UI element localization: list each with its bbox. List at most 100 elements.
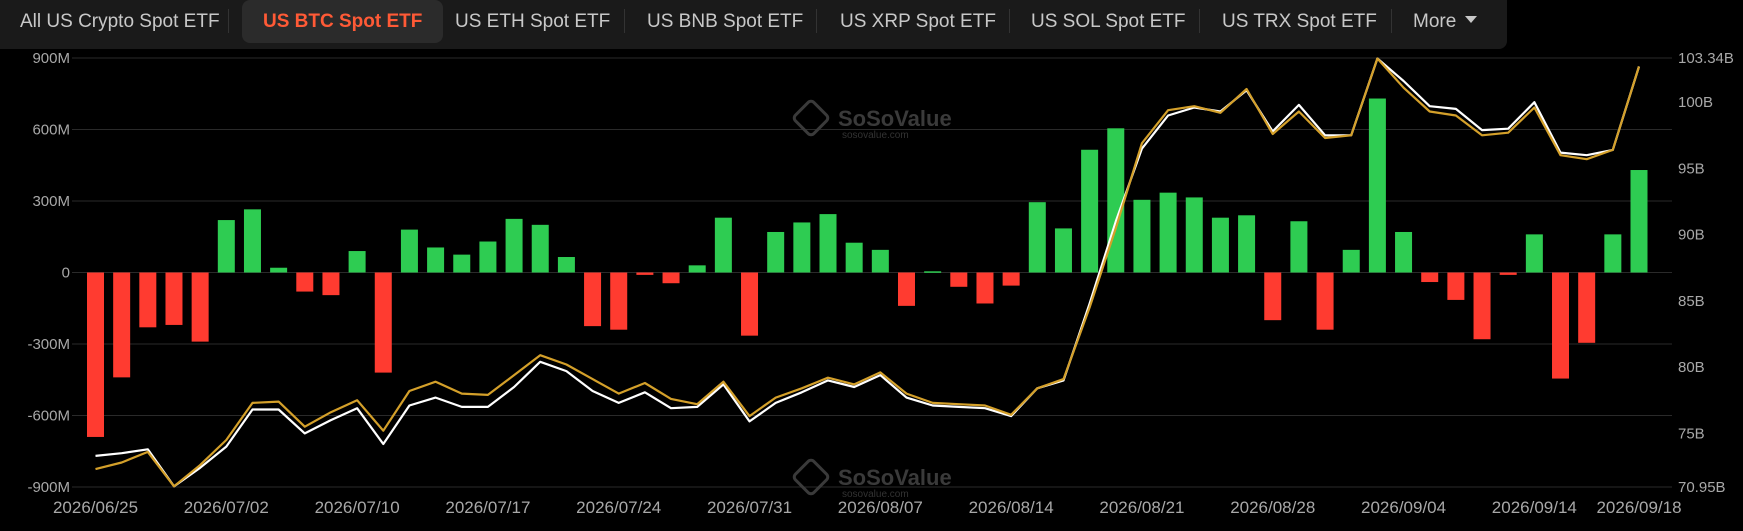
y-right-tick-label: 85B xyxy=(1678,293,1705,310)
net-flow-bar[interactable] xyxy=(139,272,157,328)
axis-layer: 900M 600M 300M 0 -300M -600M -900M 103.34B 100B 9… xyxy=(27,50,1733,517)
y-right-tick-label: 75B xyxy=(1678,425,1705,442)
x-tick-label: 2026/08/28 xyxy=(1230,498,1315,517)
net-flow-bar[interactable] xyxy=(1578,272,1596,343)
net-flow-bar[interactable] xyxy=(584,272,602,327)
x-tick-label: 2026/08/07 xyxy=(838,498,923,517)
net-flow-bar[interactable] xyxy=(1368,98,1386,273)
net-flow-bar[interactable] xyxy=(1395,231,1413,273)
x-tick-label: 2026/06/25 xyxy=(53,498,138,517)
net-flow-bar[interactable] xyxy=(1159,192,1177,273)
net-flow-bar[interactable] xyxy=(1107,128,1125,273)
net-flow-bar[interactable] xyxy=(217,220,235,273)
x-tick-label: 2026/09/14 xyxy=(1492,498,1577,517)
net-flow-bar[interactable] xyxy=(165,272,183,325)
net-flow-bar[interactable] xyxy=(400,229,418,273)
net-flow-bar[interactable] xyxy=(296,272,314,292)
tab-divider xyxy=(624,9,625,33)
y-right-tick-label: 103.34B xyxy=(1678,50,1734,67)
net-flow-bar[interactable] xyxy=(1238,215,1256,273)
net-flow-bar[interactable] xyxy=(845,242,863,273)
net-flow-bar[interactable] xyxy=(950,272,968,287)
tab-us-btc-spot-etf[interactable]: US BTC Spot ETF xyxy=(242,0,444,43)
y-left-tick-label: 900M xyxy=(32,50,70,67)
x-tick-label: 2026/09/18 xyxy=(1596,498,1681,517)
net-flow-bar[interactable] xyxy=(819,214,837,273)
tab-us-eth-spot-etf[interactable]: US ETH Spot ETF xyxy=(455,11,611,32)
net-flow-bar[interactable] xyxy=(243,209,261,273)
net-flow-bar[interactable] xyxy=(191,272,209,342)
net-flow-bar[interactable] xyxy=(453,254,471,273)
net-flow-bar[interactable] xyxy=(1604,234,1622,273)
net-flow-bar[interactable] xyxy=(976,272,994,304)
net-flow-bar[interactable] xyxy=(113,272,131,378)
net-flow-bar[interactable] xyxy=(741,272,759,336)
y-right-tick-label: 100B xyxy=(1678,94,1713,111)
net-flow-bar[interactable] xyxy=(636,272,654,275)
net-flow-bar[interactable] xyxy=(714,217,732,273)
net-flow-bar[interactable] xyxy=(1002,272,1020,286)
net-flow-bar[interactable] xyxy=(1447,272,1465,300)
more-dropdown[interactable]: More xyxy=(1413,0,1478,43)
y-left-tick-label: -600M xyxy=(27,408,70,425)
net-flow-bar[interactable] xyxy=(427,247,445,273)
net-flow-bar[interactable] xyxy=(1630,170,1648,273)
net-flow-bar[interactable] xyxy=(1264,272,1282,321)
net-flow-bar[interactable] xyxy=(87,272,104,437)
net-flow-bar[interactable] xyxy=(1316,272,1334,330)
x-tick-label: 2026/07/02 xyxy=(184,498,269,517)
net-flow-bar[interactable] xyxy=(1290,221,1308,273)
net-flow-bar[interactable] xyxy=(1133,199,1151,273)
chevron-down-icon xyxy=(1465,16,1478,24)
tab-us-trx-spot-etf[interactable]: US TRX Spot ETF xyxy=(1222,11,1377,32)
net-flow-bar[interactable] xyxy=(1342,249,1360,273)
net-flow-bar[interactable] xyxy=(688,265,706,273)
tab-divider xyxy=(1009,9,1010,33)
y-right-tick-label: 90B xyxy=(1678,227,1705,244)
net-flow-bar[interactable] xyxy=(1028,202,1046,273)
x-tick-label: 2026/07/17 xyxy=(445,498,530,517)
net-flow-bar[interactable] xyxy=(662,272,680,284)
tab-us-xrp-spot-etf[interactable]: US XRP Spot ETF xyxy=(840,11,996,32)
watermark-domain: sosovalue.com xyxy=(842,130,909,141)
lines-layer xyxy=(95,57,1641,488)
net-flow-bar[interactable] xyxy=(1499,272,1517,275)
x-tick-label: 2026/08/21 xyxy=(1099,498,1184,517)
net-flow-bar[interactable] xyxy=(1081,149,1099,273)
net-flow-bar[interactable] xyxy=(1054,228,1072,273)
net-flow-bar[interactable] xyxy=(1211,217,1229,273)
net-flow-bar[interactable] xyxy=(557,257,575,273)
tab-us-bnb-spot-etf[interactable]: US BNB Spot ETF xyxy=(647,11,804,32)
sosovalue-logo-icon xyxy=(792,458,830,496)
net-flow-bar[interactable] xyxy=(1421,272,1439,283)
net-flow-bar[interactable] xyxy=(897,272,915,306)
gold-series-line[interactable] xyxy=(95,57,1641,488)
net-flow-bar[interactable] xyxy=(1552,272,1570,379)
y-left-tick-label: 300M xyxy=(32,193,70,210)
net-flow-bar[interactable] xyxy=(1185,197,1203,273)
net-flow-bar[interactable] xyxy=(610,272,628,330)
net-flow-bar[interactable] xyxy=(531,224,549,273)
net-flow-bar[interactable] xyxy=(348,251,366,273)
net-flow-bar[interactable] xyxy=(924,271,942,273)
net-flow-bar[interactable] xyxy=(871,249,889,273)
net-flow-bar[interactable] xyxy=(767,231,785,273)
y-left-tick-label: 0 xyxy=(62,265,70,282)
net-flow-bar[interactable] xyxy=(505,218,523,273)
tab-us-sol-spot-etf[interactable]: US SOL Spot ETF xyxy=(1031,11,1186,32)
net-flow-bar[interactable] xyxy=(1473,272,1491,340)
y-left-tick-label: -300M xyxy=(27,336,70,353)
net-flow-bar[interactable] xyxy=(479,241,497,273)
x-tick-label: 2026/07/24 xyxy=(576,498,661,517)
net-flow-bar[interactable] xyxy=(1525,234,1543,273)
net-flow-bar[interactable] xyxy=(793,222,811,273)
net-flow-bar[interactable] xyxy=(270,267,288,273)
net-flow-bar[interactable] xyxy=(322,272,340,296)
more-label: More xyxy=(1413,11,1457,32)
etf-tab-bar: All US Crypto Spot ETF US BTC Spot ETF U… xyxy=(0,0,1507,49)
tab-all-us-crypto-spot-etf[interactable]: All US Crypto Spot ETF xyxy=(20,11,220,32)
net-flow-bar[interactable] xyxy=(374,272,392,373)
